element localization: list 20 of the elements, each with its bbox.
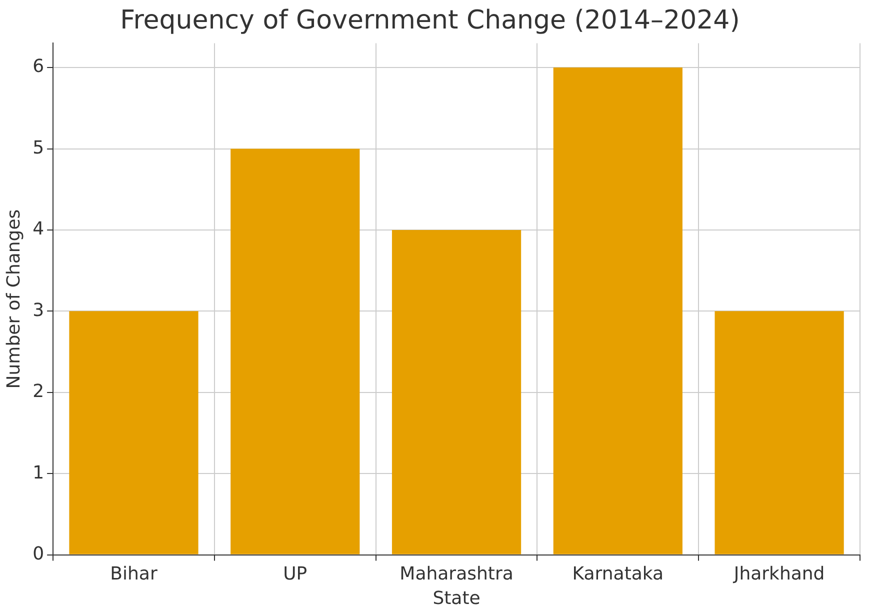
y-tick-label: 1 [32,462,44,484]
x-tick-label: Bihar [110,563,158,584]
chart-title: Frequency of Government Change (2014–2024) [120,5,740,36]
x-tick-label: UP [283,563,308,584]
y-tick-label: 2 [32,381,44,402]
x-axis-title: State [432,588,480,609]
y-tick-label: 3 [32,300,44,321]
y-tick-label: 0 [32,543,44,564]
bar [714,311,844,554]
y-tick-label: 4 [32,218,44,240]
bar [230,148,360,554]
bar [69,311,198,554]
bar [553,68,682,554]
x-tick-label: Karnataka [572,563,664,584]
y-axis-title: Number of Changes [3,209,24,389]
x-tick-label: Maharashtra [400,563,514,584]
x-tick-label: Jharkhand [732,563,825,584]
bar [392,230,522,554]
y-tick-label: 6 [32,56,44,78]
y-tick-label: 5 [32,137,44,158]
